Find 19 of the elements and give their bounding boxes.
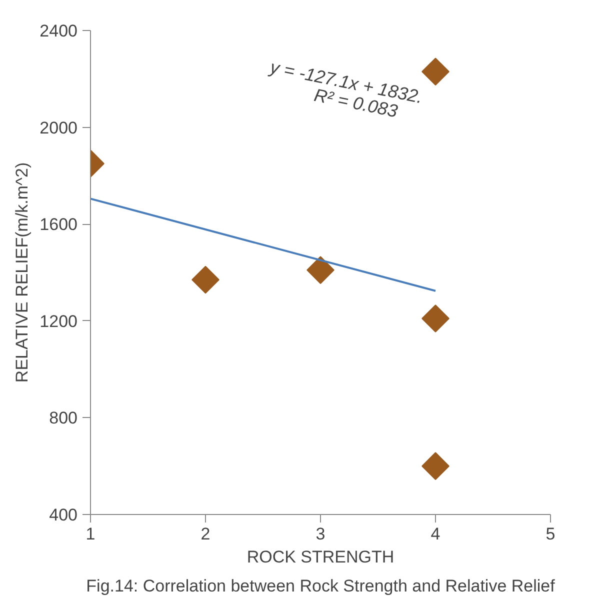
x-tick-label: 5	[546, 524, 556, 544]
y-tick-label: 2400	[40, 22, 78, 40]
x-axis-title: ROCK STRENGTH	[246, 548, 394, 566]
y-tick-label: 400	[49, 506, 78, 524]
x-tick-label: 1	[86, 524, 96, 544]
x-tick-label: 2	[200, 524, 210, 544]
caption: Fig.14: Correlation between Rock Strength and Relative Relief	[86, 576, 556, 596]
y-axis-title: RELATIVE RELIEF(m/k.m^2)	[12, 162, 32, 383]
x-tick-label: 4	[430, 524, 440, 544]
point	[422, 58, 450, 86]
point	[422, 452, 450, 480]
point	[306, 256, 334, 284]
x-tick-label: 3	[316, 524, 326, 544]
y-tick-label: 800	[49, 408, 78, 428]
y-tick-label: 2000	[40, 118, 78, 138]
y-tick-label: 1200	[40, 312, 78, 331]
y-tick-label: 1600	[40, 215, 78, 234]
point	[192, 266, 220, 294]
point	[422, 304, 450, 332]
